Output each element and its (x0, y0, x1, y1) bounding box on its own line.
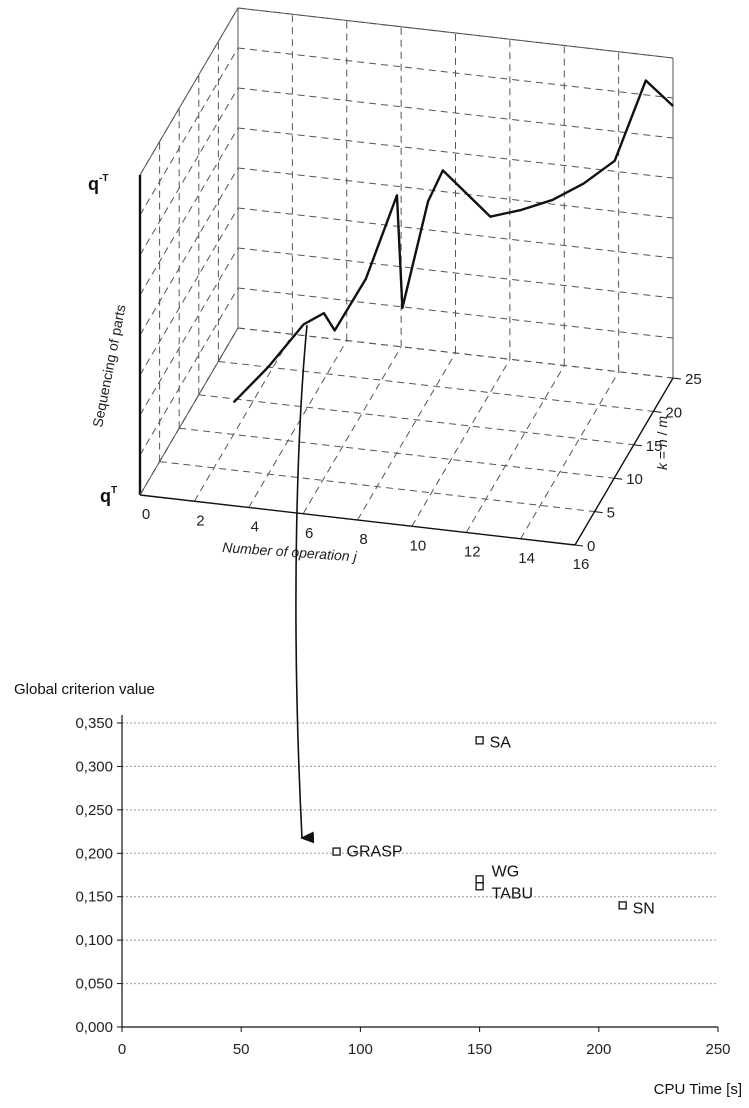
floor-gridline-x (302, 346, 402, 515)
z-tick-label-3d: 5 (607, 505, 615, 522)
y-tick-top: q-T (88, 173, 108, 194)
left-gridline-y (139, 247, 239, 416)
x-tick-label-3d: 16 (573, 556, 590, 573)
z-axis-line (574, 377, 674, 546)
z-tick-mark (594, 511, 603, 514)
back-gridline-y (237, 207, 674, 259)
floor-gridline-x (520, 371, 620, 540)
back-gridline-y (237, 287, 674, 339)
series-line (232, 79, 674, 404)
back-gridline-y (237, 87, 674, 139)
y-tick-label: 0,350 (75, 715, 113, 732)
z-tick-label-3d: 15 (646, 438, 663, 455)
x-axis-line (139, 494, 576, 546)
scatter-points: SA GRASP WG TABU SN (332, 734, 655, 917)
left-gridline-y (139, 47, 239, 216)
left-gridline-y (139, 87, 239, 256)
x-tick-label-3d: 0 (142, 506, 150, 523)
back-gridline-y (237, 247, 674, 299)
z-tick-mark (574, 544, 584, 547)
frame-back-top (237, 7, 674, 59)
series-line-3d (232, 79, 674, 404)
x-tick-label: 50 (233, 1041, 250, 1058)
point-label-grasp: GRASP (347, 844, 403, 861)
y-tick-bottom: qT (100, 485, 117, 506)
scatter-title: Global criterion value (14, 681, 155, 698)
x-tick-label-3d: 10 (410, 537, 427, 554)
z-tick-label-3d: 10 (626, 471, 643, 488)
point-marker-wg (475, 875, 484, 884)
x-axis-title-3d: Number of operation j (222, 539, 358, 564)
z-tick-mark (672, 377, 682, 380)
x-tick-label: 0 (118, 1041, 126, 1058)
back-gridline-y (237, 327, 674, 379)
x-tick-label-3d: 6 (305, 525, 313, 542)
grid-3d (139, 7, 674, 546)
x-tick-label: 250 (705, 1041, 730, 1058)
x-tick-label-3d: 4 (251, 519, 259, 536)
floor-gridline-z (218, 360, 654, 412)
point-marker-grasp (332, 847, 341, 856)
left-gridline-y (139, 287, 239, 456)
point-label-sn: SN (633, 900, 655, 917)
back-gridline-y (237, 127, 674, 179)
floor-gridline-x (357, 352, 456, 521)
z-tick-label-3d: 20 (665, 404, 682, 421)
y-axis-title-3d: Sequencing of parts (89, 303, 128, 428)
x-tick-label-3d: 8 (359, 531, 367, 548)
x-tick-label: 150 (467, 1041, 492, 1058)
floor-gridline-x (248, 340, 348, 508)
z-tick-label-3d: 25 (685, 371, 702, 388)
point-label-wg: WG (492, 863, 520, 880)
x-tick-label: 200 (586, 1041, 611, 1058)
point-label-tabu: TABU (492, 885, 533, 902)
left-gridline-y (139, 207, 239, 376)
x-tick-label-3d: 14 (518, 550, 535, 567)
point-marker-sn (618, 901, 627, 910)
z-tick-mark (614, 477, 623, 480)
y-tick-label: 0,200 (75, 845, 113, 862)
x-tick-label-3d: 12 (464, 544, 481, 561)
annotation-arrow (295, 324, 315, 844)
floor-gridline-z (179, 427, 615, 479)
z-tick-label-3d: 0 (587, 538, 595, 555)
z-tick-mark (653, 410, 662, 413)
y-tick-label: 0,050 (75, 976, 113, 993)
x-axis-title-2d: CPU Time [s] (654, 1081, 742, 1098)
y-tick-label: 0,250 (75, 802, 113, 819)
left-gridline-y (139, 127, 239, 296)
floor-gridline-x (465, 365, 565, 533)
x-tick-label: 100 (348, 1041, 373, 1058)
point-marker-tabu (475, 882, 484, 891)
z-axis-title-3d: k = n / m (654, 416, 670, 470)
y-tick-bottom-sup: T (111, 485, 117, 496)
frame-left-top (139, 7, 239, 176)
back-gridline-y (237, 167, 674, 219)
grid-2d (122, 722, 718, 985)
floor-gridline-z (198, 394, 634, 446)
chart-scatter: Global criterion value 0,0000,0500,1000,… (14, 681, 742, 1098)
y-tick-label: 0,150 (75, 889, 113, 906)
back-gridline-y (237, 47, 674, 99)
point-label-sa: SA (490, 734, 512, 751)
point-marker-sa (475, 736, 484, 745)
y-tick-label: 0,300 (75, 758, 113, 775)
y-tick-label: 0,000 (75, 1019, 113, 1036)
floor-gridline-x (411, 358, 511, 527)
y-tick-label: 0,100 (75, 932, 113, 949)
axes-2d: 0,000 0,050 0,100 0,150 0,200 0,250 0,300 0,350… (75, 715, 731, 1058)
y-tick-top-sup: -T (99, 173, 108, 184)
frame-left-bottom (139, 327, 239, 496)
floor-gridline-z (159, 461, 595, 513)
x-tick-label-3d: 2 (196, 512, 204, 529)
floor-gridline-x (193, 333, 293, 502)
z-tick-mark (633, 444, 642, 447)
left-gridline-y (139, 167, 239, 336)
